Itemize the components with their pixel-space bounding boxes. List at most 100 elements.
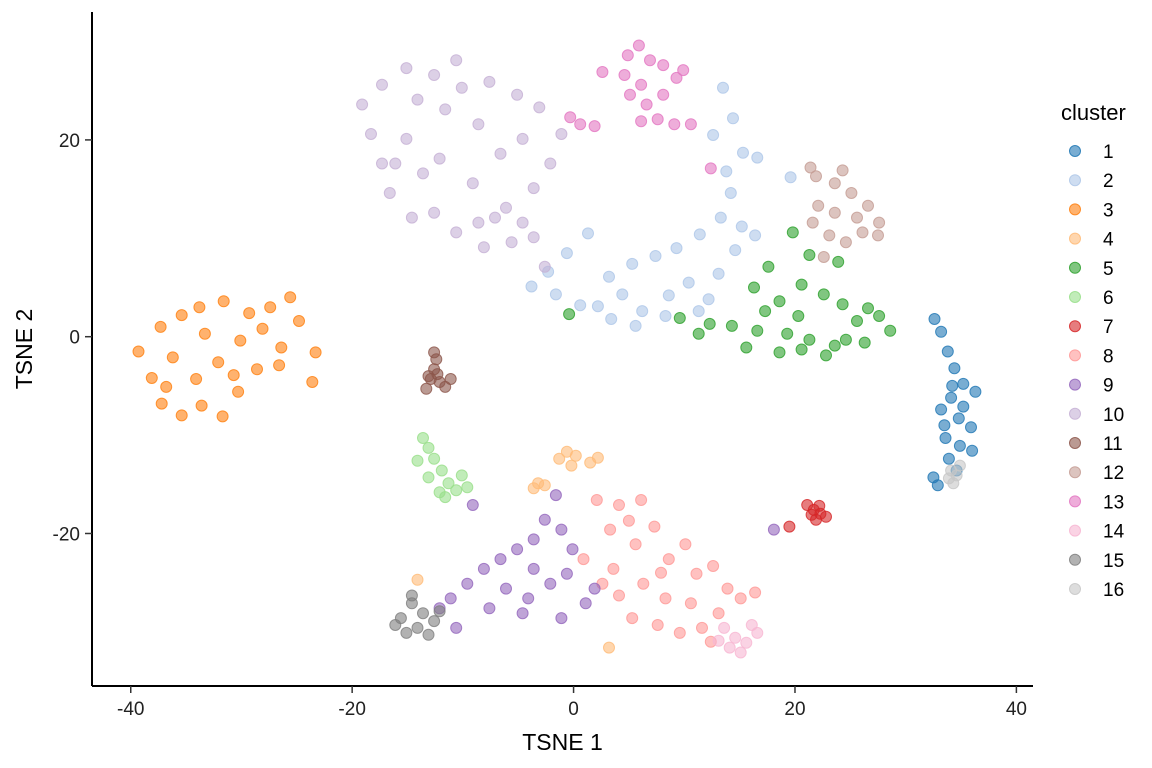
point-cluster-3	[273, 359, 286, 372]
point-cluster-5	[781, 327, 794, 340]
point-cluster-6	[455, 469, 468, 482]
legend-item-9: 9	[1069, 376, 1114, 397]
point-cluster-8	[604, 523, 617, 536]
point-cluster-2	[712, 267, 725, 280]
point-cluster-10	[516, 132, 529, 145]
point-cluster-2	[670, 242, 683, 255]
point-cluster-2	[603, 270, 615, 283]
point-cluster-10	[428, 206, 441, 219]
point-cluster-4	[527, 482, 540, 495]
point-cluster-10	[489, 211, 501, 224]
point-cluster-6	[422, 441, 435, 454]
point-cluster-9	[538, 513, 551, 526]
point-cluster-10	[538, 260, 551, 273]
point-cluster-2	[724, 187, 737, 199]
point-cluster-5	[673, 312, 686, 324]
point-cluster-8	[626, 612, 639, 625]
point-cluster-4	[411, 573, 424, 586]
point-cluster-12	[806, 216, 819, 229]
point-cluster-8	[707, 560, 720, 572]
point-cluster-13	[657, 88, 670, 101]
point-cluster-16	[942, 472, 955, 485]
point-cluster-10	[411, 93, 424, 106]
point-cluster-4	[569, 449, 582, 462]
y-tick-label: 20	[59, 131, 80, 152]
point-cluster-5	[858, 336, 871, 349]
point-cluster-3	[275, 341, 288, 354]
point-cluster-13	[574, 118, 587, 131]
point-cluster-10	[376, 78, 388, 91]
point-cluster-8	[696, 621, 708, 634]
legend-label: 4	[1103, 230, 1114, 251]
point-cluster-1	[946, 379, 959, 392]
point-cluster-8	[712, 607, 725, 620]
point-cluster-6	[422, 471, 435, 484]
point-cluster-8	[613, 499, 625, 511]
point-cluster-8	[679, 538, 692, 551]
point-cluster-2	[649, 250, 662, 262]
point-cluster-13	[596, 66, 609, 78]
point-cluster-10	[511, 88, 524, 101]
legend-item-4: 4	[1069, 230, 1114, 251]
point-cluster-16	[953, 459, 966, 472]
x-tick-label: -40	[117, 699, 144, 720]
point-cluster-3	[212, 356, 225, 369]
point-cluster-3	[232, 385, 245, 398]
point-cluster-8	[662, 553, 675, 566]
axes-layer: -40 -20 0 20 40 -20 0 20 TSNE 1 TSNE 2	[11, 12, 1033, 755]
point-cluster-8	[749, 586, 762, 599]
point-cluster-12	[839, 236, 852, 249]
point-cluster-10	[500, 201, 512, 214]
legend-label: 11	[1103, 434, 1123, 455]
x-tick-label: 40	[1006, 699, 1027, 720]
point-cluster-13	[657, 59, 670, 72]
point-cluster-12	[810, 170, 822, 183]
point-cluster-12	[845, 187, 858, 199]
point-cluster-1	[957, 400, 970, 413]
point-cluster-1	[952, 412, 965, 425]
point-cluster-5	[792, 310, 805, 322]
point-cluster-4	[553, 452, 566, 465]
x-axis-title: TSNE 1	[522, 729, 603, 755]
point-cluster-15	[433, 605, 446, 618]
point-cluster-15	[411, 621, 424, 634]
point-cluster-7	[820, 510, 832, 523]
point-cluster-12	[828, 206, 841, 219]
point-cluster-15	[422, 628, 435, 641]
legend-swatch	[1069, 553, 1081, 566]
point-cluster-8	[637, 577, 650, 590]
point-cluster-9	[555, 523, 568, 536]
point-cluster-5	[725, 319, 738, 332]
point-cluster-10	[516, 216, 529, 229]
point-cluster-10	[383, 187, 396, 199]
point-cluster-15	[400, 626, 413, 639]
point-cluster-13	[632, 39, 645, 52]
point-cluster-5	[773, 295, 786, 308]
point-cluster-2	[784, 171, 797, 184]
point-cluster-9	[500, 582, 512, 595]
point-cluster-9	[483, 602, 496, 615]
point-cluster-10	[527, 231, 540, 244]
point-cluster-2	[717, 81, 729, 94]
point-cluster-10	[389, 157, 402, 170]
point-cluster-10	[533, 101, 546, 114]
point-cluster-8	[651, 619, 664, 631]
point-cluster-14	[745, 619, 758, 631]
legend-label: 2	[1103, 171, 1114, 192]
point-cluster-14	[718, 621, 731, 634]
point-cluster-10	[450, 54, 463, 67]
point-cluster-10	[472, 216, 485, 229]
point-cluster-6	[428, 452, 441, 465]
point-cluster-7	[783, 520, 796, 533]
legend-item-2: 2	[1069, 171, 1114, 192]
point-cluster-9	[511, 543, 524, 556]
point-cluster-3	[175, 309, 188, 322]
point-cluster-3	[198, 327, 211, 340]
point-cluster-11	[420, 382, 433, 395]
point-cluster-9	[544, 577, 557, 590]
point-cluster-5	[751, 324, 764, 337]
point-cluster-1	[935, 325, 948, 338]
point-cluster-12	[836, 164, 849, 177]
point-cluster-5	[803, 333, 816, 346]
